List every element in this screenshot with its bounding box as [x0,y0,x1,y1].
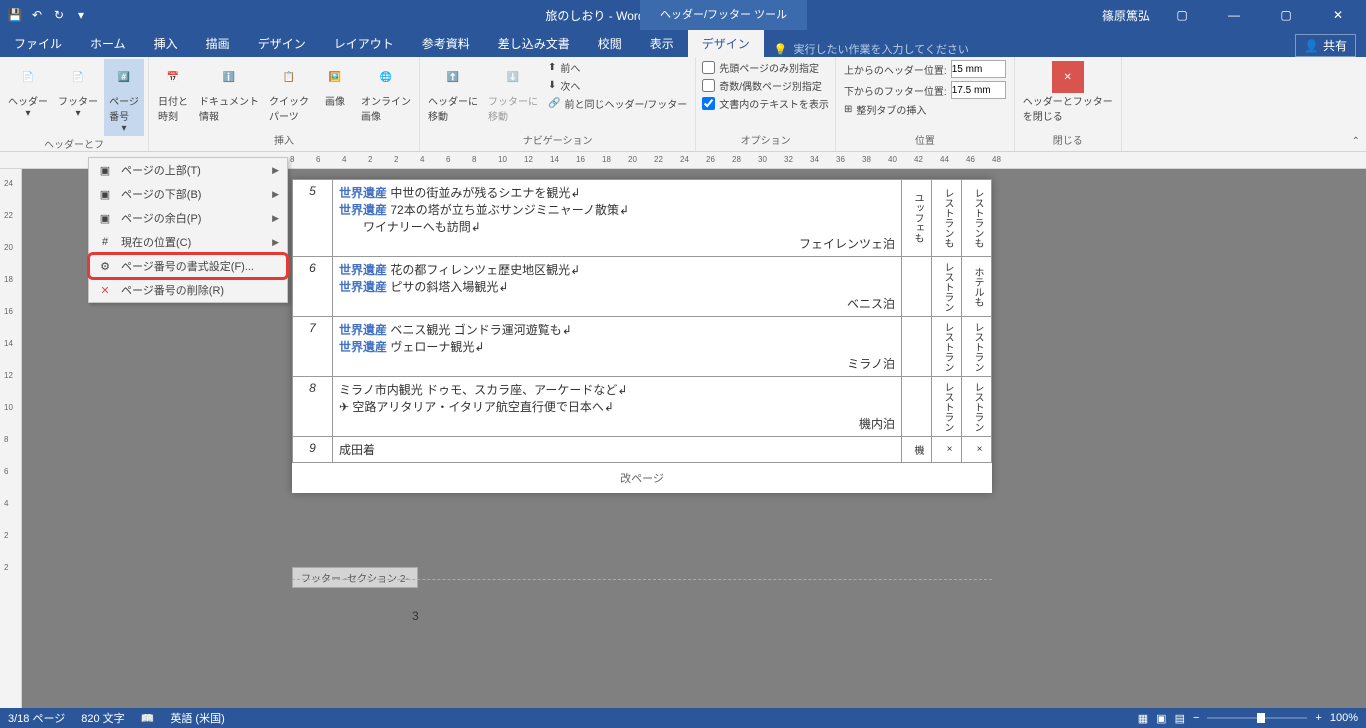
maximize-button[interactable]: ▢ [1266,0,1306,30]
qat-more-icon[interactable]: ▾ [74,8,88,22]
table-row: 5 世界遺産 中世の街並みが残るシエナを観光↲ 世界遺産 72本の塔が立ち並ぶサ… [293,180,992,257]
quickparts-button[interactable]: 📋クイック パーツ [265,59,313,125]
prev-button[interactable]: ⬆前へ [544,59,691,76]
page-top-icon: ▣ [97,162,113,178]
goto-header-button[interactable]: ⬆️ヘッダーに 移動 [424,59,482,125]
next-button[interactable]: ⬇次へ [544,77,691,94]
undo-icon[interactable]: ↶ [30,8,44,22]
zoom-slider[interactable] [1207,717,1307,719]
tell-me[interactable]: 💡 実行したい作業を入力してください [764,41,979,57]
link-previous-button[interactable]: 🔗前と同じヘッダー/フッター [544,95,691,112]
footer-button[interactable]: 📄フッター▾ [54,59,102,121]
table-row: 8 ミラノ市内観光 ドゥモ、スカラ座、アーケードなど↲ ✈ 空路アリタリア・イタ… [293,377,992,437]
share-icon: 👤 [1304,39,1319,53]
page-break-label: 改ページ [620,473,664,485]
first-page-diff-check[interactable]: 先頭ページのみ別指定 [700,59,831,76]
lightbulb-icon: 💡 [774,43,788,56]
group-label-navigation: ナビゲーション [424,132,691,149]
ribbon-display-icon[interactable]: ▢ [1162,0,1202,30]
tab-mailings[interactable]: 差し込み文書 [484,30,584,57]
status-page[interactable]: 3/18 ページ [8,710,65,726]
ribbon: 📄ヘッダー▾ 📄フッター▾ #️⃣ページ 番号▾ ヘッダーとフ 📅日付と 時刻 … [0,57,1366,152]
status-words[interactable]: 820 文字 [81,710,124,726]
footer-separator [292,579,992,580]
odd-even-diff-check[interactable]: 奇数/偶数ページ別指定 [700,77,831,94]
document-title: 旅のしおり - Word [88,7,1102,24]
tab-hf-design[interactable]: デザイン [688,30,764,57]
zoom-out-button[interactable]: − [1193,712,1199,724]
tab-view[interactable]: 表示 [636,30,688,57]
dropdown-bottom[interactable]: ▣ページの下部(B)▶ [89,182,287,206]
footer-pos-input[interactable] [951,81,1006,99]
datetime-button[interactable]: 📅日付と 時刻 [153,59,193,125]
save-icon[interactable]: 💾 [8,8,22,22]
dropdown-top[interactable]: ▣ページの上部(T)▶ [89,158,287,182]
tab-design[interactable]: デザイン [244,30,320,57]
footer-section-tag: フッター -セクション 2- [292,567,418,588]
share-button[interactable]: 👤 共有 [1295,34,1356,57]
tab-file[interactable]: ファイル [0,30,76,57]
tab-insert[interactable]: 挿入 [140,30,192,57]
web-layout-icon[interactable]: ▤ [1175,712,1185,725]
table-row: 7 世界遺産 ベニス観光 ゴンドラ運河遊覧も↲ 世界遺産 ヴェローナ観光↲ ミラ… [293,317,992,377]
vertical-ruler[interactable]: 242220181614121086422 [0,169,22,708]
group-label-options: オプション [700,132,831,149]
close-button[interactable]: ✕ [1318,0,1358,30]
redo-icon[interactable]: ↻ [52,8,66,22]
minimize-button[interactable]: — [1214,0,1254,30]
format-icon: ⚙ [97,258,113,274]
page-margin-icon: ▣ [97,210,113,226]
align-tab-button[interactable]: ⊞整列タブの挿入 [840,101,1010,118]
group-label-headerfooter: ヘッダーとフ [4,136,144,153]
page: 5 世界遺産 中世の街並みが残るシエナを観光↲ 世界遺産 72本の塔が立ち並ぶサ… [292,179,992,493]
header-pos-input[interactable] [951,60,1006,78]
footer-page-number[interactable]: 3 [412,609,419,623]
status-language[interactable]: 英語 (米国) [170,710,224,726]
docinfo-button[interactable]: ℹ️ドキュメント 情報 [195,59,263,125]
header-button[interactable]: 📄ヘッダー▾ [4,59,52,121]
status-proofing-icon[interactable]: 📖 [141,712,155,725]
goto-footer-button[interactable]: ⬇️フッターに 移動 [484,59,542,125]
group-label-close: 閉じる [1019,132,1117,149]
contextual-tab-label: ヘッダー/フッター ツール [640,0,807,30]
dropdown-current[interactable]: #現在の位置(C)▶ [89,230,287,254]
image-button[interactable]: 🖼️画像 [315,59,355,110]
title-bar: 💾 ↶ ↻ ▾ 旅のしおり - Word ヘッダー/フッター ツール 篠原篤弘 … [0,0,1366,30]
page-number-dropdown: ▣ページの上部(T)▶ ▣ページの下部(B)▶ ▣ページの余白(P)▶ #現在の… [88,157,288,303]
tab-review[interactable]: 校閲 [584,30,636,57]
tab-layout[interactable]: レイアウト [320,30,408,57]
itinerary-table: 5 世界遺産 中世の街並みが残るシエナを観光↲ 世界遺産 72本の塔が立ち並ぶサ… [292,179,992,463]
close-hf-button[interactable]: ✕ヘッダーとフッター を閉じる [1019,59,1117,125]
dropdown-margin[interactable]: ▣ページの余白(P)▶ [89,206,287,230]
zoom-in-button[interactable]: + [1315,712,1321,724]
tab-draw[interactable]: 描画 [192,30,244,57]
status-bar: 3/18 ページ 820 文字 📖 英語 (米国) ▦ ▣ ▤ − + 100% [0,708,1366,728]
group-label-position: 位置 [840,132,1010,149]
user-name[interactable]: 篠原篤弘 [1102,7,1150,24]
page-bottom-icon: ▣ [97,186,113,202]
show-text-check[interactable]: 文書内のテキストを表示 [700,95,831,112]
print-layout-icon[interactable]: ▣ [1156,712,1166,725]
zoom-level[interactable]: 100% [1330,712,1358,724]
table-row: 6 世界遺産 花の都フィレンツェ歴史地区観光↲ 世界遺産 ピサの斜塔入場観光↲ … [293,257,992,317]
dropdown-format[interactable]: ⚙ページ番号の書式設定(F)... [87,252,289,280]
ribbon-tabs: ファイル ホーム 挿入 描画 デザイン レイアウト 参考資料 差し込み文書 校閲… [0,30,1366,57]
table-row: 9 成田着 機 × × [293,437,992,463]
remove-icon: ✕ [97,282,113,298]
current-pos-icon: # [97,234,113,250]
online-image-button[interactable]: 🌐オンライン 画像 [357,59,415,125]
page-number-button[interactable]: #️⃣ページ 番号▾ [104,59,144,136]
tab-references[interactable]: 参考資料 [408,30,484,57]
read-mode-icon[interactable]: ▦ [1138,712,1148,725]
collapse-ribbon-icon[interactable]: ⌃ [1352,136,1360,147]
group-label-insert: 挿入 [153,132,415,149]
tab-home[interactable]: ホーム [76,30,140,57]
dropdown-remove[interactable]: ✕ページ番号の削除(R) [89,278,287,302]
